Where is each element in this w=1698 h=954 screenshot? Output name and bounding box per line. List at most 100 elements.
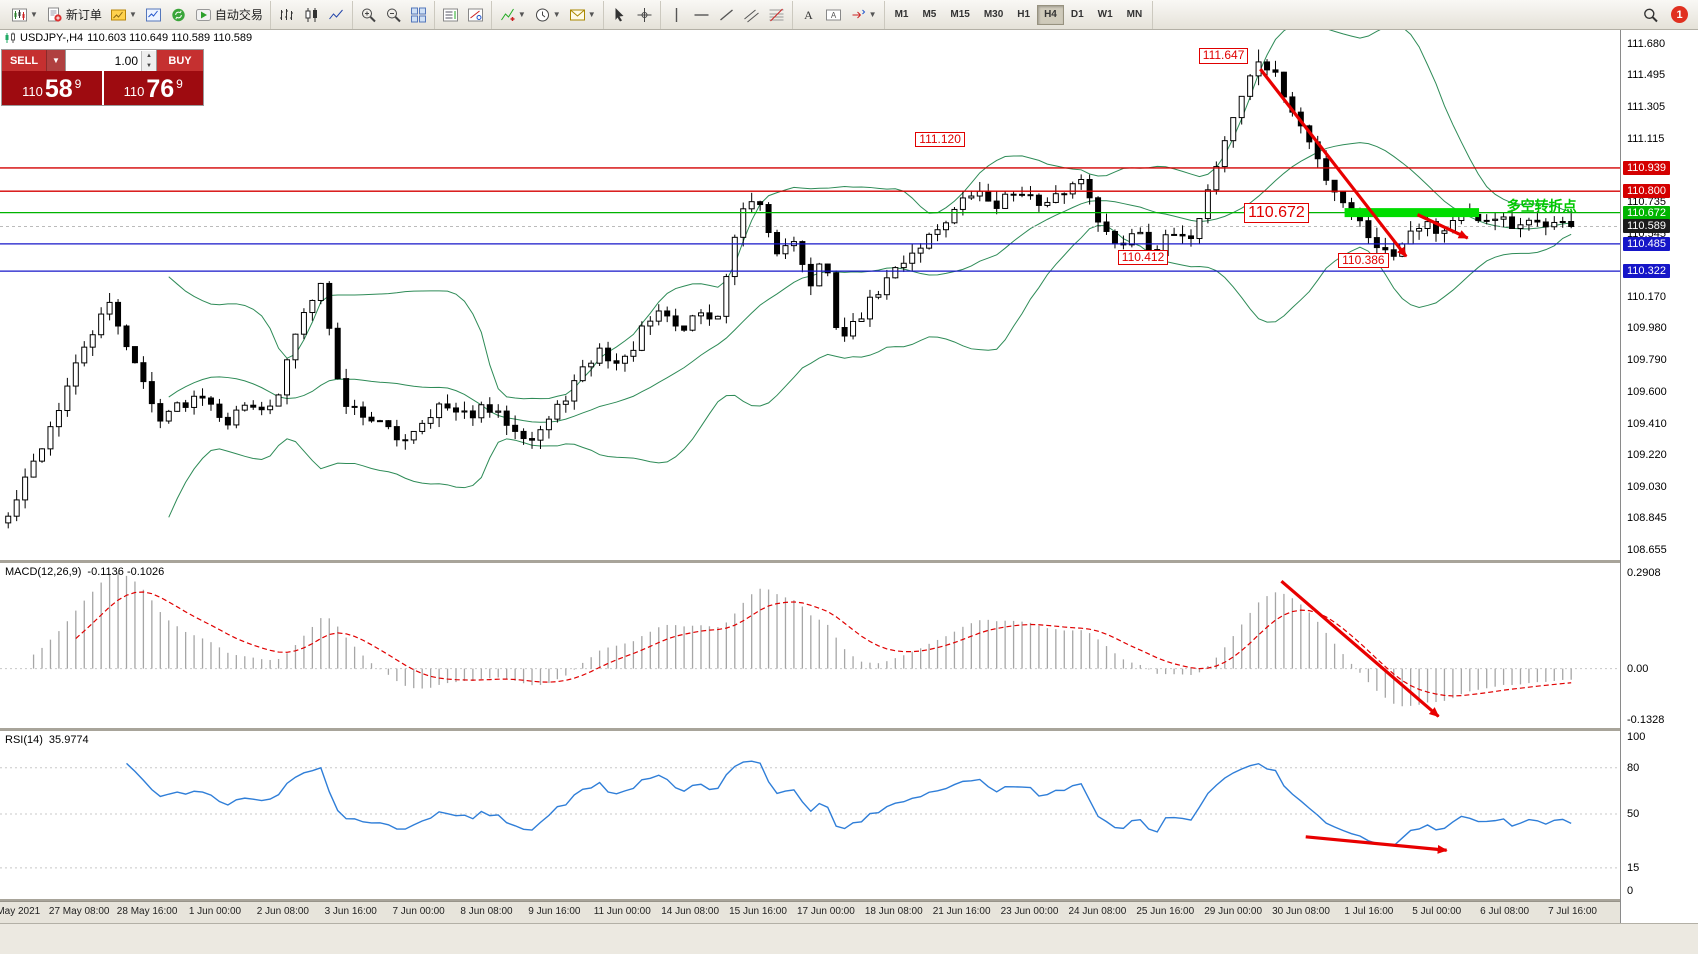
refresh-button[interactable] [166, 3, 191, 27]
volume-stepper[interactable]: ▲ ▼ [141, 50, 156, 71]
price-axis[interactable]: 111.680 111.495 111.305 111.115 110.735 110.5… [1620, 30, 1698, 923]
volume-input[interactable] [66, 52, 141, 69]
rsi-pane[interactable]: RSI(14) 35.9774 [0, 731, 1620, 899]
candlestick-chart[interactable] [0, 30, 1620, 560]
autotrading-icon [195, 7, 212, 23]
trendline-button[interactable] [714, 3, 739, 27]
timeframe-w1-button[interactable]: W1 [1091, 5, 1120, 25]
price-annotation[interactable]: 111.647 [1198, 48, 1249, 64]
timeframe-m30-button[interactable]: M30 [977, 5, 1010, 25]
timeframe-h1-button[interactable]: H1 [1010, 5, 1037, 25]
volume-down-icon[interactable]: ▼ [142, 60, 156, 71]
candle-chart-button[interactable] [299, 3, 324, 27]
timeframe-h4-button[interactable]: H4 [1037, 4, 1064, 25]
rsi-axis-label: 50 [1627, 808, 1640, 820]
zoom-out-button[interactable] [381, 3, 406, 27]
objects-list-button[interactable] [463, 3, 488, 27]
dropdown-caret-icon: ▼ [552, 10, 561, 19]
sell-price-sup: 9 [74, 77, 82, 91]
timeframe-mn-button[interactable]: MN [1120, 5, 1150, 25]
new-order-button[interactable]: 新订单 [42, 3, 106, 27]
mail-button[interactable]: ▼ [565, 3, 600, 27]
volume-up-icon[interactable]: ▲ [142, 50, 156, 61]
timeframe-m5-button[interactable]: M5 [915, 5, 943, 25]
timeframe-d1-button[interactable]: D1 [1064, 5, 1091, 25]
buy-price-button[interactable]: 110 76 9 [103, 71, 203, 105]
period-clock-icon [534, 7, 551, 23]
price-annotation[interactable]: 110.412 [1117, 249, 1169, 266]
rsi-trend-arrow[interactable] [1305, 835, 1448, 854]
line-chart-icon [328, 7, 345, 23]
arrows-tool-icon [850, 7, 867, 23]
pivot-text-annotation[interactable]: 多空转折点 [1506, 198, 1577, 215]
arrows-tool-button[interactable]: ▼ [846, 3, 881, 27]
pane-splitter[interactable] [0, 728, 1698, 731]
buy-button[interactable]: BUY [157, 50, 203, 71]
market-watch-button[interactable] [141, 3, 166, 27]
fibonacci-button[interactable] [764, 3, 789, 27]
buy-price-sup: 9 [176, 77, 183, 91]
rsi-name: RSI(14) [5, 734, 43, 746]
candles[interactable] [5, 49, 1575, 529]
price-annotation[interactable]: 110.386 [1338, 253, 1389, 269]
text-button[interactable]: A [796, 3, 821, 27]
price-annotation[interactable]: 110.672 [1244, 203, 1309, 224]
tile-windows-button[interactable] [406, 3, 431, 27]
new-order-label: 新订单 [65, 8, 102, 22]
cursor-button[interactable] [607, 3, 632, 27]
macd-chart[interactable] [0, 563, 1620, 728]
toolbar: ▼ 新订单 ▼ 自动交易 ▼ ▼ ▼ A A ▼ M1 M5 M15 M30 H1 H4 D1 W1 MN 1 [0, 0, 1698, 30]
ohlc-values: 110.603 110.649 110.589 110.589 [87, 32, 253, 44]
pivot-zone-highlight[interactable] [1344, 208, 1480, 218]
macd-histogram [32, 573, 1572, 707]
crosshair-button[interactable] [632, 3, 657, 27]
autotrading-button[interactable]: 自动交易 [191, 3, 267, 27]
time-axis[interactable]: 26 May 2021 27 May 08:00 28 May 16:00 1 Jun… [0, 901, 1620, 924]
dropdown-caret-icon: ▼ [30, 10, 38, 19]
macd-axis-label: 0.00 [1627, 662, 1649, 675]
timeframe-m15-button[interactable]: M15 [943, 5, 976, 25]
bar-chart-button[interactable] [274, 3, 299, 27]
macd-trend-arrow[interactable] [1280, 579, 1440, 718]
line-chart-button[interactable] [324, 3, 349, 27]
period-button[interactable]: ▼ [530, 3, 565, 27]
price-level-badge: 110.939 [1623, 160, 1670, 175]
equidistant-channel-button[interactable] [739, 3, 764, 27]
dropdown-caret-icon: ▼ [128, 10, 137, 19]
sell-price-button[interactable]: 110 58 9 [2, 71, 102, 105]
rsi-axis-label: 80 [1627, 761, 1640, 774]
pane-splitter[interactable] [0, 560, 1698, 563]
timeframe-m1-button[interactable]: M1 [888, 5, 916, 25]
notification-badge[interactable]: 1 [1671, 6, 1688, 23]
main-chart-pane[interactable]: USDJPY-,H4 110.603 110.649 110.589 110.5… [0, 30, 1620, 560]
rsi-axis-label: 15 [1627, 861, 1640, 874]
rsi-chart[interactable] [0, 731, 1620, 899]
time-label: 1 Jun 00:00 [188, 906, 242, 917]
trend-arrows[interactable] [1259, 68, 1469, 258]
new-chart-button[interactable]: ▼ [7, 3, 42, 27]
macd-label: MACD(12,26,9) -0.1136 -0.1026 [5, 566, 164, 578]
charts-profile-button[interactable]: ▼ [106, 3, 141, 27]
horizontal-level-lines[interactable] [0, 167, 1620, 272]
price-annotation[interactable]: 111.120 [915, 132, 965, 148]
vertical-line-button[interactable] [664, 3, 689, 27]
horizontal-line-button[interactable] [689, 3, 714, 27]
macd-pane[interactable]: MACD(12,26,9) -0.1136 -0.1026 [0, 563, 1620, 728]
indicators-icon [499, 7, 516, 23]
sell-options-dropdown[interactable]: ▼ [46, 50, 65, 71]
search-button[interactable] [1638, 3, 1663, 27]
search-icon [1642, 7, 1659, 23]
pane-splitter[interactable] [0, 899, 1698, 901]
sell-button[interactable]: SELL [2, 50, 46, 71]
text-label-button[interactable]: A [821, 3, 846, 27]
add-indicator-button[interactable]: ▼ [495, 3, 530, 27]
zoom-in-button[interactable] [356, 3, 381, 27]
price-level-badge: 110.672 [1623, 205, 1670, 220]
time-label: 27 May 08:00 [48, 906, 110, 917]
price-tick: 111.680 [1627, 38, 1666, 50]
price-tick: 110.735 [1627, 196, 1666, 209]
time-label: 8 Jun 08:00 [460, 906, 513, 917]
volume-box: ▲▼ [65, 50, 157, 71]
indicator-list-button[interactable] [438, 3, 463, 27]
autotrading-label: 自动交易 [214, 8, 263, 22]
